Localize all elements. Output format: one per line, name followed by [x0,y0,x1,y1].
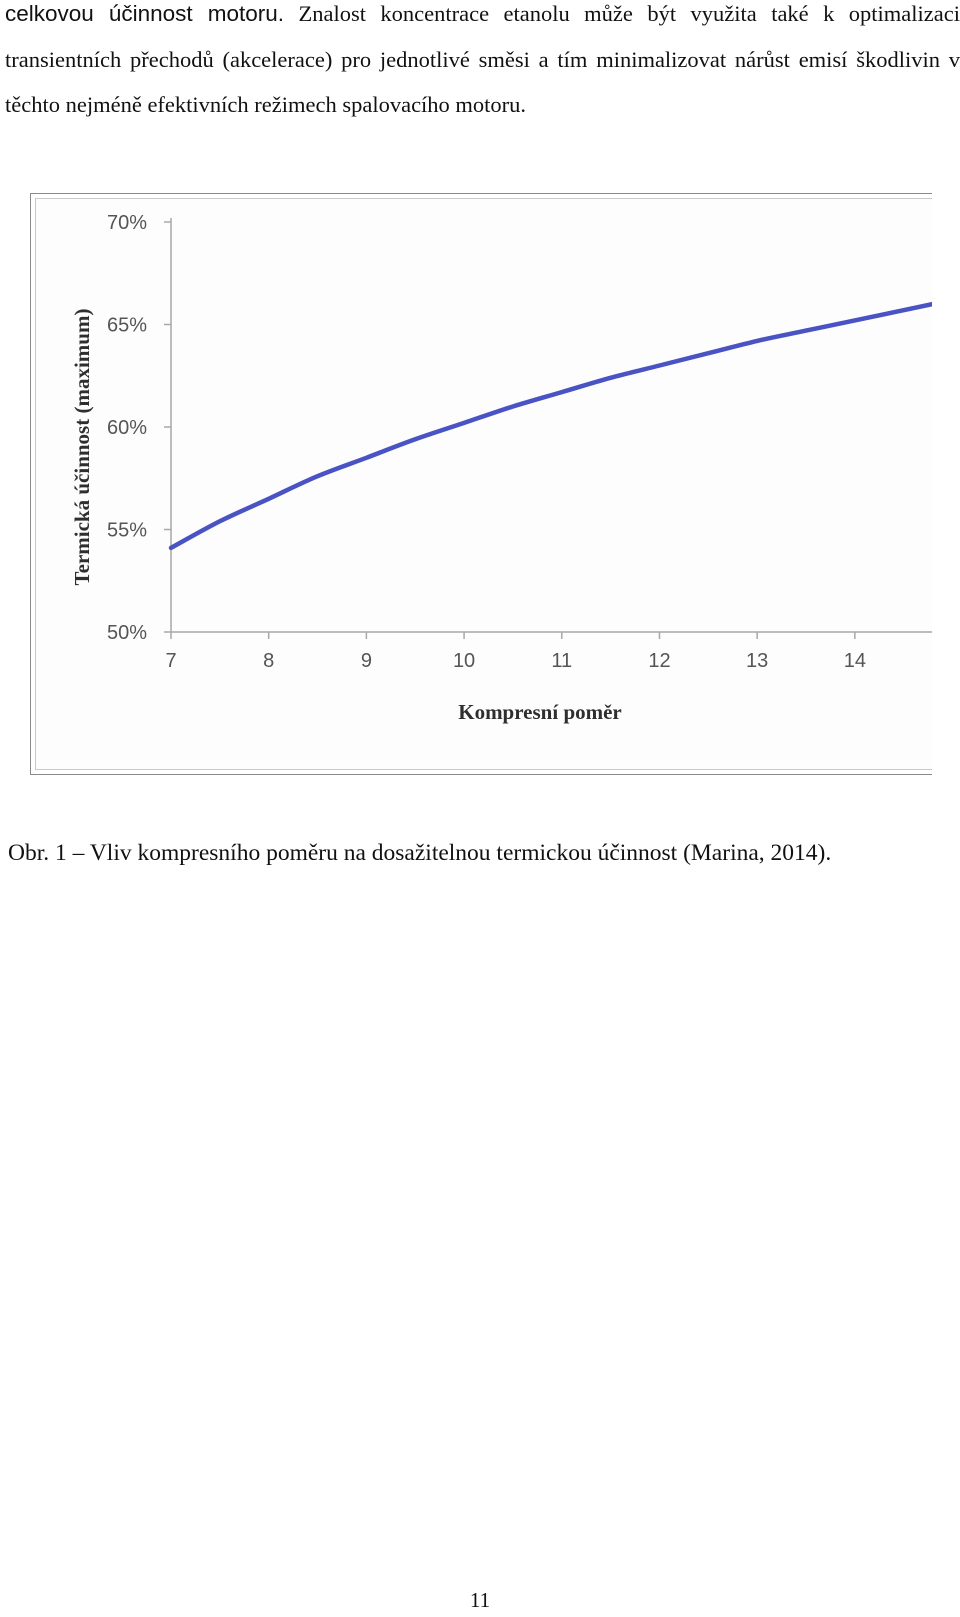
y-tick-label: 60% [107,417,147,439]
y-tick-label: 50% [107,622,147,644]
x-tick-label: 8 [263,650,274,672]
y-axis-label: Termická účinnost (maximum) [70,309,94,586]
body-paragraph: celkovou účinnost motoru. Znalost koncen… [5,0,960,128]
x-tick-label: 14 [844,650,866,672]
efficiency-chart: 50% 55% 60% 65% 70% 7 8 9 10 11 12 13 14 Kompresní … [70,212,932,724]
chart-series [168,301,932,551]
figure-chart: 50% 55% 60% 65% 70% 7 8 9 10 11 12 13 14 Kompresní … [30,193,932,775]
x-tick-label: 10 [453,650,475,672]
y-tick-label: 70% [107,212,147,234]
figure-caption: Obr. 1 – Vliv kompresního poměru na dosa… [8,840,832,866]
x-tick-label: 13 [746,650,768,672]
page-number: 11 [469,1588,491,1612]
x-axis-label: Kompresní poměr [458,700,622,724]
paragraph-lead-text: celkovou účinnost motoru. [5,1,285,26]
x-tick-label: 7 [165,650,176,672]
y-axis-ticks: 50% 55% 60% 65% 70% [107,212,171,644]
y-tick-label: 55% [107,520,147,542]
x-tick-label: 12 [648,650,670,672]
chart-frame [35,198,932,770]
x-tick-label: 9 [361,650,372,672]
chart-axes [170,218,932,633]
x-axis-ticks: 7 8 9 10 11 12 13 14 [165,632,866,672]
y-tick-label: 65% [107,315,147,337]
x-tick-label: 11 [551,650,572,672]
paragraph-text: Znalost koncentrace etanolu může být vyu… [5,1,960,117]
efficiency-curve [168,301,932,551]
